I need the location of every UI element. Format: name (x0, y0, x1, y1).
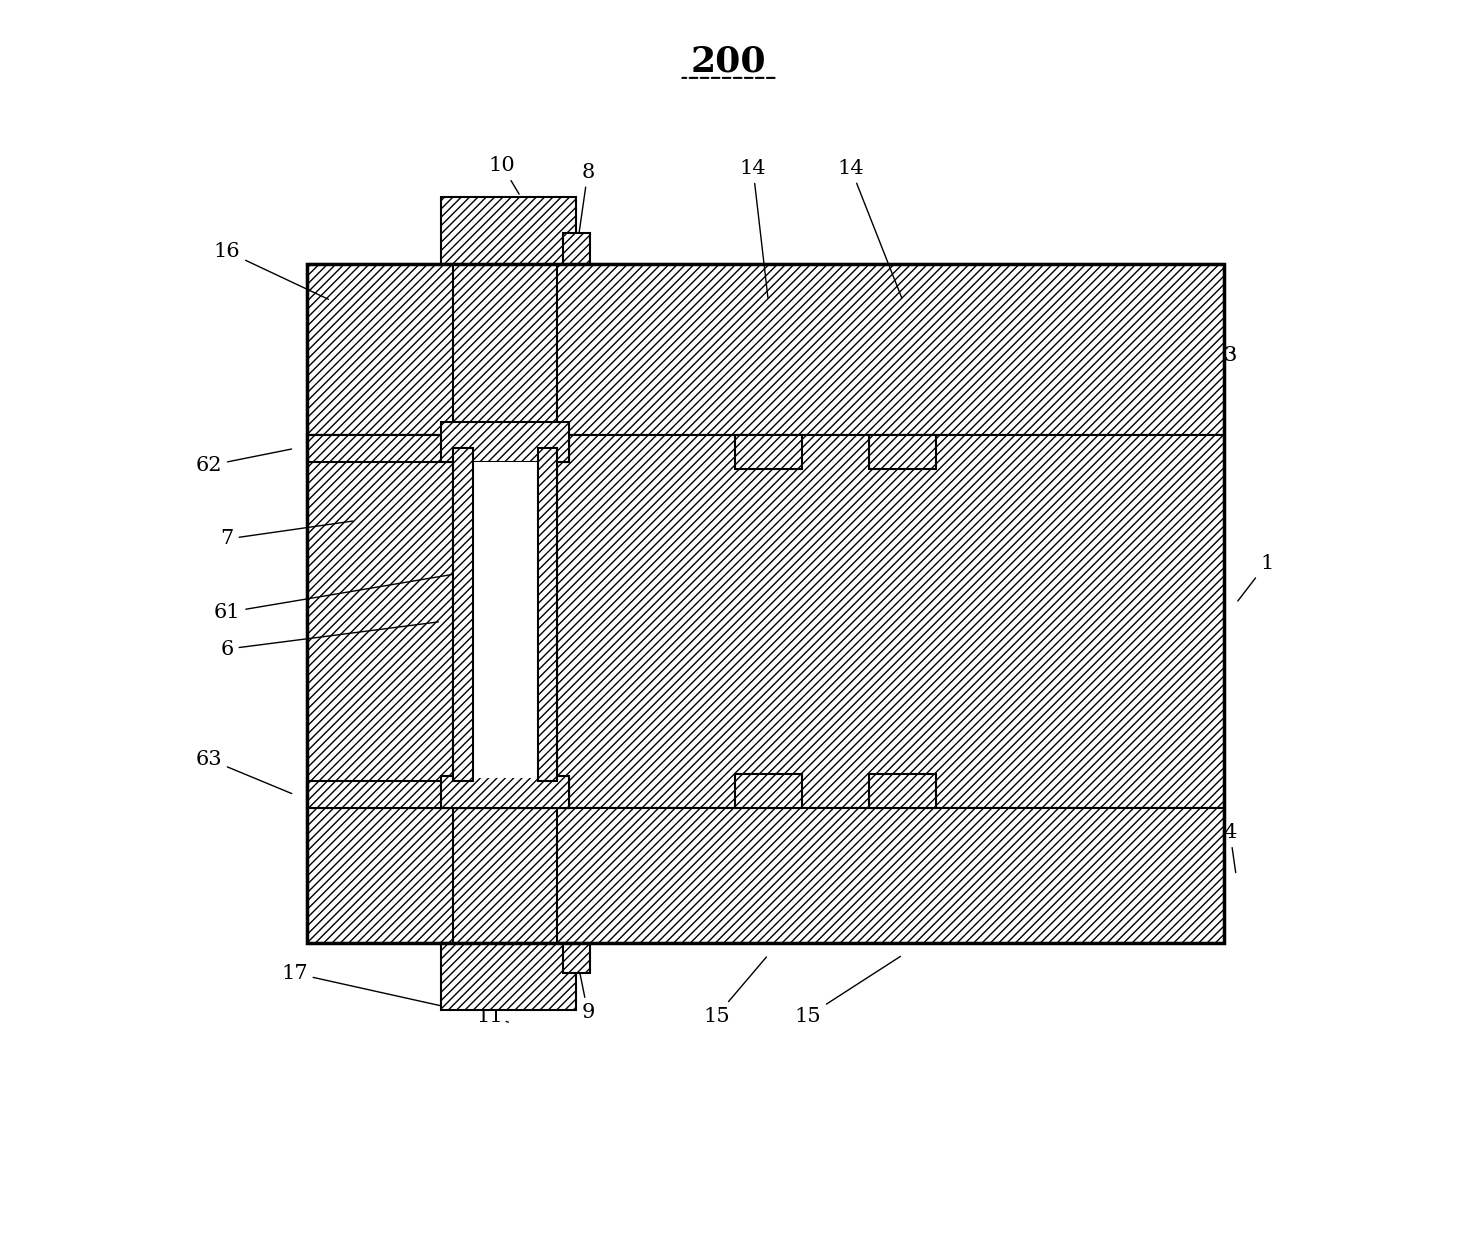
Bar (306, 435, 570, 461)
Bar (306, 263, 1224, 943)
Text: 10: 10 (490, 156, 519, 194)
Bar (306, 263, 1224, 435)
Bar (564, 234, 590, 263)
Bar (870, 435, 937, 469)
Text: 63: 63 (195, 750, 291, 794)
Bar (734, 774, 801, 808)
Text: 14: 14 (838, 158, 902, 298)
Bar (441, 422, 570, 461)
Text: 200: 200 (691, 45, 766, 79)
Bar (441, 943, 576, 1009)
Text: 16: 16 (214, 242, 328, 299)
Text: 11: 11 (476, 1007, 508, 1025)
Text: 3: 3 (1224, 346, 1237, 365)
Bar (734, 435, 801, 469)
Bar (453, 435, 557, 808)
Text: 62: 62 (195, 449, 291, 475)
Bar (306, 782, 570, 808)
Bar (538, 449, 557, 782)
Bar (441, 776, 570, 808)
Bar (453, 263, 557, 435)
Text: 61: 61 (214, 573, 460, 622)
Bar (474, 461, 538, 778)
Bar (453, 449, 474, 782)
Text: 7: 7 (220, 521, 353, 548)
Text: 4: 4 (1224, 823, 1237, 872)
Bar (306, 808, 1224, 943)
Bar (441, 197, 576, 263)
Text: 15: 15 (794, 956, 900, 1025)
Text: 6: 6 (220, 622, 439, 658)
Bar (564, 943, 590, 974)
Text: 17: 17 (281, 964, 456, 1009)
Text: 1: 1 (1238, 554, 1273, 601)
Text: 8: 8 (577, 162, 594, 246)
Bar (453, 808, 557, 943)
Bar (306, 435, 1224, 808)
Text: 14: 14 (740, 158, 768, 298)
Bar (870, 774, 937, 808)
Text: 9: 9 (577, 961, 594, 1022)
Text: 15: 15 (702, 957, 766, 1025)
